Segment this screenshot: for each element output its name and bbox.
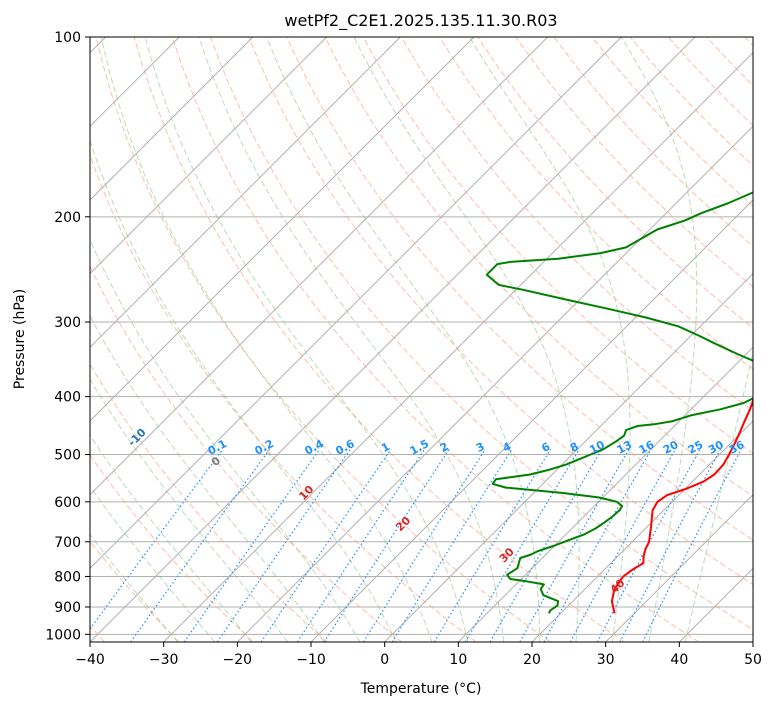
y-tick-label: 600 (54, 495, 81, 511)
mixing-ratio-line (323, 448, 450, 642)
y-axis-ticks: 100 200 300 400 500 600 700 800 900 1000 (45, 30, 90, 643)
isotherm-line (90, 37, 696, 642)
y-tick-label: 500 (54, 448, 81, 464)
moist-adiabat (90, 378, 289, 642)
y-tick-label: 200 (54, 210, 81, 226)
dry-adiabat (90, 265, 403, 642)
mixing-ratio-line (90, 448, 224, 630)
mixing-ratio-label: 36 (727, 438, 747, 457)
moist-adiabat (266, 37, 541, 642)
mixing-ratio-label: 13 (615, 438, 635, 457)
temperature-profile-line (610, 397, 753, 614)
moist-adiabat (198, 37, 505, 642)
mixing-ratio-label: 30 (706, 438, 726, 457)
isotherm-line (163, 51, 753, 642)
dry-adiabat (248, 37, 753, 586)
dry-adiabat (324, 37, 753, 498)
y-tick-label: 100 (54, 30, 81, 46)
dry-adiabat (362, 37, 753, 455)
dewpoint-profile-line (485, 191, 753, 614)
dry-adiabat (90, 153, 477, 642)
pressure-gridlines (90, 37, 753, 635)
isotherm-line (90, 37, 328, 275)
mixing-ratio-label: 20 (661, 438, 681, 457)
dry-adiabat (286, 37, 753, 541)
x-tick-label: 50 (744, 652, 762, 668)
mixing-ratio-label: 25 (686, 438, 706, 457)
chart-title: wetPf2_C2E1.2025.135.11.30.R03 (284, 11, 557, 31)
moist-adiabat (100, 37, 433, 642)
mixing-ratio-line (260, 448, 392, 642)
isotherm-line (90, 37, 549, 496)
sounding-profiles (485, 191, 753, 614)
isotherm-line (90, 37, 254, 201)
moist-adiabat (144, 37, 469, 642)
x-axis-ticks: −40 −30 −20 −10 0 10 20 30 40 50 (75, 642, 762, 668)
isotherm-line (531, 420, 753, 642)
dry-adiabat (515, 37, 753, 288)
dry-adiabat (400, 37, 753, 412)
mixing-ratio-line (619, 449, 722, 642)
dry-adiabats (90, 37, 753, 642)
isotherm-line (605, 493, 753, 642)
dry-adiabat (90, 363, 328, 642)
dry-adiabat (210, 37, 753, 631)
mixing-ratio-line (569, 449, 676, 642)
isotherm-line (310, 199, 753, 642)
mixing-ratio-label: 10 (587, 438, 607, 457)
y-tick-label: 400 (54, 390, 81, 406)
x-axis-title: Temperature (°C) (360, 681, 482, 697)
isotherm-line (90, 37, 401, 349)
y-tick-label: 900 (54, 600, 81, 616)
moist-adiabat (620, 37, 698, 642)
y-tick-label: 300 (54, 315, 81, 331)
mixing-ratio-line (296, 448, 426, 642)
y-tick-label: 700 (54, 535, 81, 551)
x-tick-label: 0 (380, 652, 389, 668)
moist-adiabat (353, 37, 580, 642)
x-tick-label: 30 (597, 652, 615, 668)
isotherm-line (90, 37, 475, 422)
dry-adiabat (133, 37, 625, 642)
dry-adiabat (171, 37, 700, 642)
dry-adiabat (90, 540, 180, 642)
y-tick-label: 1000 (45, 627, 81, 643)
x-tick-label: 40 (670, 652, 688, 668)
mixing-ratio-line (391, 448, 513, 642)
plot-frame (89, 36, 754, 643)
mixing-ratio-label: 16 (637, 438, 657, 457)
x-tick-label: 10 (449, 652, 467, 668)
x-tick-label: 20 (523, 652, 541, 668)
x-tick-label: −30 (149, 652, 179, 668)
dry-adiabat (95, 37, 551, 642)
mixing-ratio-line (216, 448, 351, 642)
moist-adiabat (90, 138, 397, 642)
dry-adiabat (90, 453, 254, 642)
moist-adiabat (469, 37, 631, 642)
moist-adiabats (90, 37, 753, 642)
isotherm-line (90, 37, 622, 570)
x-tick-label: −20 (223, 652, 253, 668)
mixing-ratio-line (183, 448, 321, 642)
moist-adiabat (90, 238, 361, 642)
isotherm-line (384, 272, 753, 642)
y-tick-label: 800 (54, 569, 81, 585)
x-tick-label: −10 (296, 652, 326, 668)
mixing-ratio-line (642, 449, 742, 642)
moist-adiabat (90, 485, 216, 642)
isotherm-line (457, 346, 753, 642)
x-tick-label: −40 (75, 652, 105, 668)
mixing-ratio-line (130, 448, 271, 642)
moist-adiabat (90, 434, 252, 642)
y-axis-title: Pressure (hPa) (12, 289, 28, 389)
mixing-ratio-line (362, 448, 486, 642)
moist-adiabat (90, 533, 179, 642)
